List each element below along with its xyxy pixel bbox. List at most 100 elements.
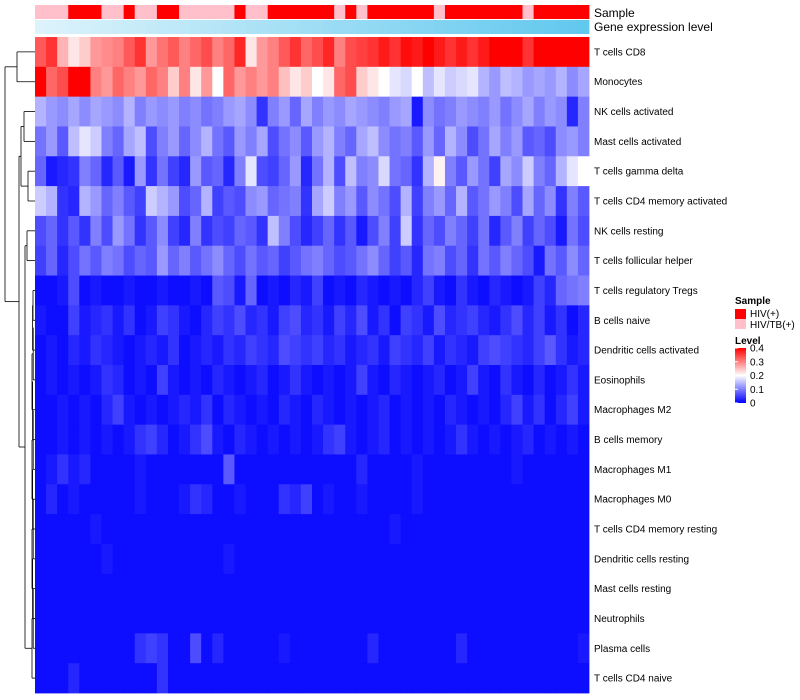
heatmap-cell bbox=[134, 514, 147, 545]
heatmap-cell bbox=[234, 454, 246, 485]
heatmap-cell bbox=[156, 215, 169, 247]
heatmap-cell bbox=[566, 275, 579, 306]
heatmap-cell bbox=[345, 454, 357, 485]
heatmap-cell bbox=[35, 543, 47, 575]
heatmap-cell bbox=[46, 424, 58, 455]
expression-annotation-cell bbox=[456, 20, 468, 34]
heatmap-cell bbox=[345, 305, 357, 336]
legend-tick-label: 0.4 bbox=[750, 344, 764, 355]
heatmap-cell bbox=[212, 66, 224, 98]
heatmap-cell bbox=[422, 96, 435, 127]
heatmap-cell bbox=[566, 633, 579, 664]
heatmap-cell bbox=[46, 633, 58, 664]
heatmap-cell bbox=[190, 215, 202, 247]
heatmap-cell bbox=[478, 186, 490, 217]
heatmap-cell bbox=[312, 484, 324, 515]
heatmap-cell bbox=[489, 603, 501, 634]
heatmap-cell bbox=[79, 186, 91, 217]
heatmap-cell bbox=[478, 335, 490, 366]
heatmap-cell bbox=[389, 335, 402, 366]
heatmap-cell bbox=[145, 245, 158, 276]
expression-annotation-cell bbox=[201, 20, 213, 34]
heatmap-cell bbox=[356, 603, 368, 634]
heatmap-cell bbox=[478, 215, 490, 247]
heatmap-cell bbox=[467, 663, 479, 694]
heatmap-cell bbox=[433, 454, 446, 485]
heatmap-cell bbox=[90, 514, 102, 545]
heatmap-cell bbox=[68, 335, 80, 366]
heatmap-cell bbox=[334, 335, 346, 366]
heatmap-cell bbox=[577, 573, 590, 604]
heatmap-cell bbox=[90, 66, 102, 98]
heatmap-cell bbox=[456, 96, 468, 127]
expression-annotation-cell bbox=[101, 20, 113, 34]
heatmap-cell bbox=[433, 573, 446, 604]
heatmap-cell bbox=[57, 66, 69, 98]
heatmap-cell bbox=[57, 96, 69, 127]
heatmap-cell bbox=[134, 305, 147, 336]
heatmap-cell bbox=[489, 663, 501, 694]
heatmap-cell bbox=[389, 514, 402, 545]
heatmap-cell bbox=[267, 126, 280, 157]
sample-annotation-cell bbox=[112, 5, 125, 19]
heatmap-cell bbox=[167, 335, 180, 366]
heatmap-cell bbox=[500, 335, 512, 366]
heatmap-cell bbox=[90, 156, 102, 187]
sample-annotation-cell bbox=[278, 5, 291, 19]
heatmap-cell bbox=[489, 305, 501, 336]
heatmap-cell bbox=[68, 275, 80, 306]
heatmap-cell bbox=[467, 215, 479, 247]
heatmap-cell bbox=[112, 394, 125, 426]
heatmap-cell bbox=[101, 365, 113, 396]
expression-annotation-cell bbox=[167, 20, 180, 34]
heatmap-cell bbox=[156, 514, 169, 545]
heatmap-cell bbox=[123, 424, 136, 455]
heatmap-cell bbox=[267, 603, 280, 634]
heatmap-cell bbox=[356, 335, 368, 366]
heatmap-cell bbox=[123, 275, 136, 306]
heatmap-cell bbox=[566, 603, 579, 634]
heatmap-cell bbox=[456, 663, 468, 694]
heatmap-cell bbox=[433, 66, 446, 98]
heatmap-cell bbox=[223, 215, 235, 247]
heatmap-cell bbox=[201, 96, 213, 127]
heatmap-cell bbox=[134, 454, 147, 485]
heatmap-cell bbox=[90, 663, 102, 694]
legend-tick-label: 0.3 bbox=[750, 357, 764, 368]
heatmap-cell bbox=[356, 394, 368, 426]
heatmap-cell bbox=[68, 37, 80, 68]
sample-annotation-cell bbox=[134, 5, 147, 19]
heatmap-cell bbox=[533, 275, 546, 306]
heatmap-cell bbox=[312, 394, 324, 426]
heatmap-cell bbox=[467, 365, 479, 396]
heatmap-cell bbox=[234, 156, 246, 187]
heatmap-cell bbox=[511, 543, 523, 575]
heatmap-cell bbox=[389, 454, 402, 485]
heatmap-cell bbox=[400, 156, 413, 187]
heatmap-cell bbox=[555, 633, 568, 664]
heatmap-cell bbox=[223, 365, 235, 396]
sample-annotation-cell bbox=[35, 5, 47, 19]
heatmap-cell bbox=[223, 514, 235, 545]
heatmap-cell bbox=[278, 573, 291, 604]
heatmap-cell bbox=[389, 245, 402, 276]
heatmap-cell bbox=[467, 66, 479, 98]
heatmap-cell bbox=[467, 514, 479, 545]
heatmap-cell bbox=[467, 543, 479, 575]
heatmap-cell bbox=[323, 663, 335, 694]
heatmap-cell bbox=[256, 245, 269, 276]
heatmap-cell bbox=[68, 245, 80, 276]
legend-level-title: Level bbox=[735, 336, 761, 347]
heatmap-cell bbox=[201, 424, 213, 455]
heatmap-cell bbox=[223, 335, 235, 366]
heatmap-cell bbox=[134, 365, 147, 396]
heatmap-cell bbox=[123, 663, 136, 694]
heatmap-cell bbox=[57, 394, 69, 426]
heatmap-cell bbox=[212, 156, 224, 187]
heatmap-cell bbox=[68, 66, 80, 98]
heatmap-cell bbox=[444, 543, 457, 575]
heatmap-cell bbox=[433, 37, 446, 68]
heatmap-cell bbox=[411, 37, 424, 68]
heatmap-cell bbox=[522, 543, 534, 575]
heatmap-cell bbox=[522, 305, 534, 336]
